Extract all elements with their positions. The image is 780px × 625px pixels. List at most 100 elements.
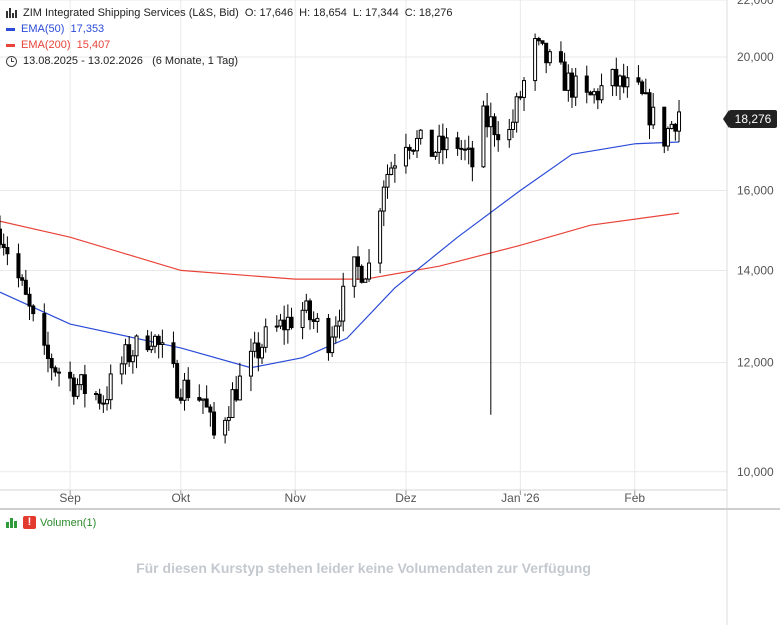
candle-body xyxy=(677,111,682,132)
candle-body xyxy=(662,106,667,147)
candle-body xyxy=(673,123,678,132)
candle-body xyxy=(204,398,209,408)
candle-body xyxy=(540,40,545,44)
candle-body xyxy=(93,392,98,395)
candle-body xyxy=(171,342,176,365)
candle-body xyxy=(260,346,265,359)
candle-body xyxy=(385,173,390,188)
candle-body xyxy=(481,105,486,168)
candle-body xyxy=(108,373,113,401)
y-tick-label: 12,000 xyxy=(737,356,774,370)
candle-body xyxy=(123,344,128,365)
candle-body xyxy=(389,167,394,175)
candle-body xyxy=(315,317,320,322)
candle-body xyxy=(234,389,239,401)
candle-body xyxy=(533,38,538,82)
candle-body xyxy=(31,305,36,315)
candle-body xyxy=(134,335,139,357)
candle-body xyxy=(355,256,360,267)
candle-body xyxy=(105,399,110,405)
legend-ema200-row[interactable]: EMA(200) 15,407 xyxy=(6,37,453,53)
high-value: 18,654 xyxy=(313,7,347,19)
high-label: H: xyxy=(299,7,311,19)
candle-body xyxy=(415,137,420,152)
warning-icon[interactable]: ! xyxy=(23,516,36,529)
legend-ema50-row[interactable]: EMA(50) 17,353 xyxy=(6,21,453,37)
candle-body xyxy=(651,106,656,126)
chart-legend: ZIM Integrated Shipping Services (L&S, B… xyxy=(6,5,453,69)
ema200-swatch xyxy=(6,43,15,47)
candle-body xyxy=(256,342,261,359)
candle-body xyxy=(621,75,626,88)
candle-body xyxy=(16,253,21,279)
x-tick-label: Nov xyxy=(285,491,306,505)
candle-body xyxy=(592,91,597,96)
candle-body xyxy=(20,277,25,281)
candle-body xyxy=(433,151,438,157)
candle-body xyxy=(311,319,316,322)
candle-body xyxy=(625,77,630,88)
candle-body xyxy=(149,345,154,351)
candle-body xyxy=(378,210,383,264)
date-range: 13.08.2025 - 13.02.2026 xyxy=(23,55,143,67)
candle-body xyxy=(274,325,279,328)
candle-body xyxy=(5,247,10,255)
y-tick-label: 10,000 xyxy=(737,465,774,479)
candle-body xyxy=(669,123,674,130)
candle-body xyxy=(562,61,567,91)
candle-body xyxy=(488,116,493,128)
candle-body xyxy=(282,319,287,331)
candle-body xyxy=(127,344,132,363)
candle-body xyxy=(145,335,150,351)
legend-range-row[interactable]: 13.08.2025 - 13.02.2026 (6 Monate, 1 Tag… xyxy=(6,53,453,69)
candle-body xyxy=(200,398,205,401)
clock-icon xyxy=(6,55,17,67)
ema50-swatch xyxy=(6,27,15,31)
candle-body xyxy=(68,371,73,379)
open-value: 17,646 xyxy=(259,7,294,19)
x-tick-label: Dez xyxy=(395,491,416,505)
candle-body xyxy=(536,38,541,42)
instrument-title: ZIM Integrated Shipping Services (L&S, B… xyxy=(23,7,239,19)
candle-body xyxy=(470,147,475,168)
candle-body xyxy=(57,371,62,374)
period-label: (6 Monate, 1 Tag) xyxy=(152,55,239,67)
candle-body xyxy=(53,367,58,373)
candle-body xyxy=(643,92,648,95)
low-label: L: xyxy=(352,7,363,19)
candle-body xyxy=(367,262,372,280)
candle-body xyxy=(300,309,305,329)
candle-body xyxy=(437,135,442,153)
candle-body xyxy=(263,326,268,348)
y-axis: 10,000 12,000 14,000 16,000 20,000 22,000 xyxy=(737,0,774,479)
candle-body xyxy=(79,374,84,386)
candle-body xyxy=(614,68,619,87)
ema50-value: 17,353 xyxy=(70,23,105,35)
candle-body xyxy=(1,243,6,249)
ema200-value: 15,407 xyxy=(76,39,111,51)
candle-body xyxy=(226,417,231,421)
candle-body xyxy=(333,325,338,338)
candle-body xyxy=(42,313,47,346)
candle-body xyxy=(444,137,449,151)
candle-body xyxy=(595,91,600,101)
candle-body xyxy=(304,300,309,311)
candle-body xyxy=(566,72,571,91)
legend-ohlc-row: ZIM Integrated Shipping Services (L&S, B… xyxy=(6,5,453,21)
candle-body xyxy=(570,72,575,98)
candle-body xyxy=(119,363,124,375)
candle-body xyxy=(459,147,464,150)
candle-body xyxy=(230,389,235,419)
candle-body xyxy=(522,80,527,98)
candle-body xyxy=(636,77,641,83)
candle-body xyxy=(307,300,312,321)
plot-area xyxy=(0,0,727,508)
candles xyxy=(0,33,682,444)
x-axis: Sep Okt Nov Dez Jan '26 Feb xyxy=(0,489,727,505)
candle-body xyxy=(152,335,157,347)
low-value: 17,344 xyxy=(365,7,399,19)
candle-body xyxy=(97,393,102,404)
candlestick-icon xyxy=(6,8,18,18)
y-tick-label: 14,000 xyxy=(737,263,774,277)
